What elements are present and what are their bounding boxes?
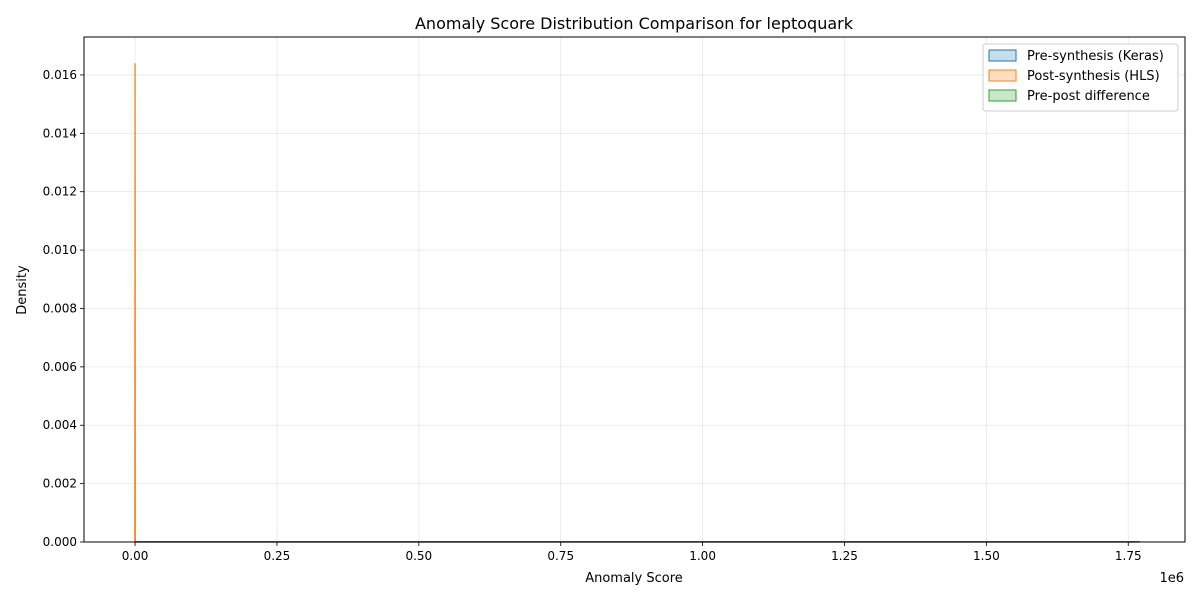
legend-swatch [989, 90, 1016, 101]
y-tick-label: 0.006 [43, 360, 77, 374]
y-tick-label: 0.008 [43, 301, 77, 315]
tick-layer: 0.00 0.25 0.50 0.75 1.00 1.25 1.50 1.75 0.000 0.0… [43, 68, 1142, 563]
legend-swatch [989, 50, 1016, 61]
x-tick-label: 0.75 [547, 549, 574, 563]
x-tick-label: 0.25 [264, 549, 291, 563]
legend-label: Pre-post difference [1027, 89, 1150, 104]
legend-label: Pre-synthesis (Keras) [1027, 49, 1164, 64]
x-tick-label: 0.00 [122, 549, 149, 563]
chart-title: Anomaly Score Distribution Comparison fo… [415, 14, 854, 33]
plot-frame [84, 37, 1185, 542]
y-axis-label: Density [15, 265, 30, 315]
series-area [135, 63, 1140, 542]
x-tick-label: 1.25 [831, 549, 858, 563]
x-axis-label: Anomaly Score [585, 571, 683, 586]
x-tick-label: 1.00 [689, 549, 716, 563]
x-tick-label: 1.50 [973, 549, 1000, 563]
y-tick-label: 0.000 [43, 535, 77, 549]
y-tick-label: 0.004 [43, 418, 77, 432]
legend: Pre-synthesis (Keras) Post-synthesis (HLS… [983, 44, 1178, 111]
series-layer [135, 63, 1140, 542]
y-tick-label: 0.002 [43, 477, 77, 491]
legend-label: Post-synthesis (HLS) [1027, 69, 1160, 84]
legend-swatch [989, 70, 1016, 81]
x-tick-label: 0.50 [405, 549, 432, 563]
y-tick-label: 0.012 [43, 185, 77, 199]
y-tick-label: 0.016 [43, 68, 77, 82]
legend-items: Pre-synthesis (Keras) Post-synthesis (HLS… [989, 49, 1164, 104]
y-tick-label: 0.010 [43, 243, 77, 257]
grid-layer [84, 37, 1185, 542]
x-tick-label: 1.75 [1115, 549, 1142, 563]
x-axis-offset-label: 1e6 [1159, 571, 1184, 586]
y-tick-label: 0.014 [43, 126, 77, 140]
series-line [135, 63, 1140, 542]
